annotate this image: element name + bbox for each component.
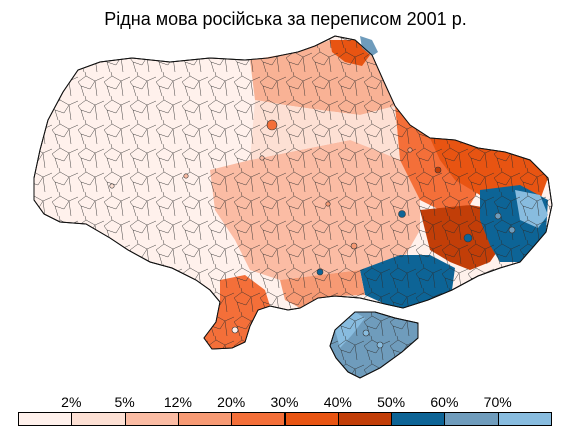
legend-swatch <box>177 412 233 426</box>
legend-tick-label: 20% <box>217 394 246 410</box>
legend-swatch <box>284 412 339 426</box>
legend-swatch <box>18 412 73 426</box>
legend-swatch <box>337 412 393 426</box>
city-markers <box>109 119 516 349</box>
legend-tick-label: 50% <box>377 394 406 410</box>
legend: 2% 5% 12% 20% 30% 40% 50% 60% 70% <box>0 394 571 434</box>
legend-swatch <box>444 412 499 426</box>
map-title: Рідна мова російська за переписом 2001 р… <box>104 9 467 29</box>
legend-swatch <box>497 412 552 426</box>
legend-swatch <box>71 412 126 426</box>
ukraine-map <box>33 35 553 379</box>
legend-tick-label: 30% <box>270 394 299 410</box>
legend-swatch <box>124 412 179 426</box>
legend-tick-label: 5% <box>114 394 135 410</box>
legend-tick-label: 70% <box>483 394 512 410</box>
legend-tick-label: 60% <box>430 394 459 410</box>
legend-tick-label: 12% <box>163 394 192 410</box>
legend-tick-label: 40% <box>323 394 352 410</box>
legend-swatch <box>231 412 286 426</box>
legend-swatch <box>391 412 446 426</box>
legend-tick-label: 2% <box>61 394 82 410</box>
